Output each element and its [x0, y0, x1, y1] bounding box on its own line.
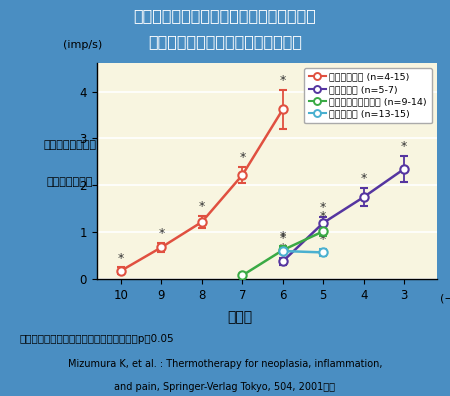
Text: *: *: [360, 172, 367, 185]
Text: *: *: [280, 242, 286, 255]
Text: *: *: [320, 202, 326, 214]
Text: (imp/s): (imp/s): [63, 40, 102, 50]
Text: *: *: [320, 233, 326, 246]
Text: *: *: [280, 74, 286, 87]
Text: 受容器の熱反応: 受容器の熱反応: [47, 177, 93, 187]
Text: *: *: [199, 200, 205, 213]
Text: *: *: [401, 141, 407, 153]
Legend: ブラジキニン (n=4-15), ヒスタミン (n=5-7), プロスタグランジン (n=9-14), セロトニン (n=13-15): ブラジキニン (n=4-15), ヒスタミン (n=5-7), プロスタグランジ…: [304, 68, 432, 124]
Text: and pain, Springer-Verlag Tokyo, 504, 2001より: and pain, Springer-Verlag Tokyo, 504, 20…: [114, 382, 336, 392]
Text: *: *: [158, 227, 165, 240]
Text: ＊：炎症メディエーター投与前に比較してp＜0.05: ＊：炎症メディエーター投与前に比較してp＜0.05: [20, 334, 175, 344]
Text: *: *: [280, 230, 286, 243]
Text: *: *: [280, 232, 286, 245]
Text: Mizumura K, et al. : Thermotherapy for neoplasia, inflammation,: Mizumura K, et al. : Thermotherapy for n…: [68, 359, 382, 369]
Text: 各種炎症メディエーターの増強効果: 各種炎症メディエーターの増強効果: [148, 34, 302, 49]
Text: 内臓ポリモーダル: 内臓ポリモーダル: [44, 140, 96, 150]
Text: 内臓ポリモーダル受容器の熱反応に対する: 内臓ポリモーダル受容器の熱反応に対する: [134, 8, 316, 23]
Text: (−logM): (−logM): [440, 294, 450, 304]
Text: *: *: [320, 210, 326, 223]
Text: 濃　度: 濃 度: [227, 310, 252, 324]
Text: *: *: [239, 151, 246, 164]
Text: *: *: [118, 251, 124, 265]
